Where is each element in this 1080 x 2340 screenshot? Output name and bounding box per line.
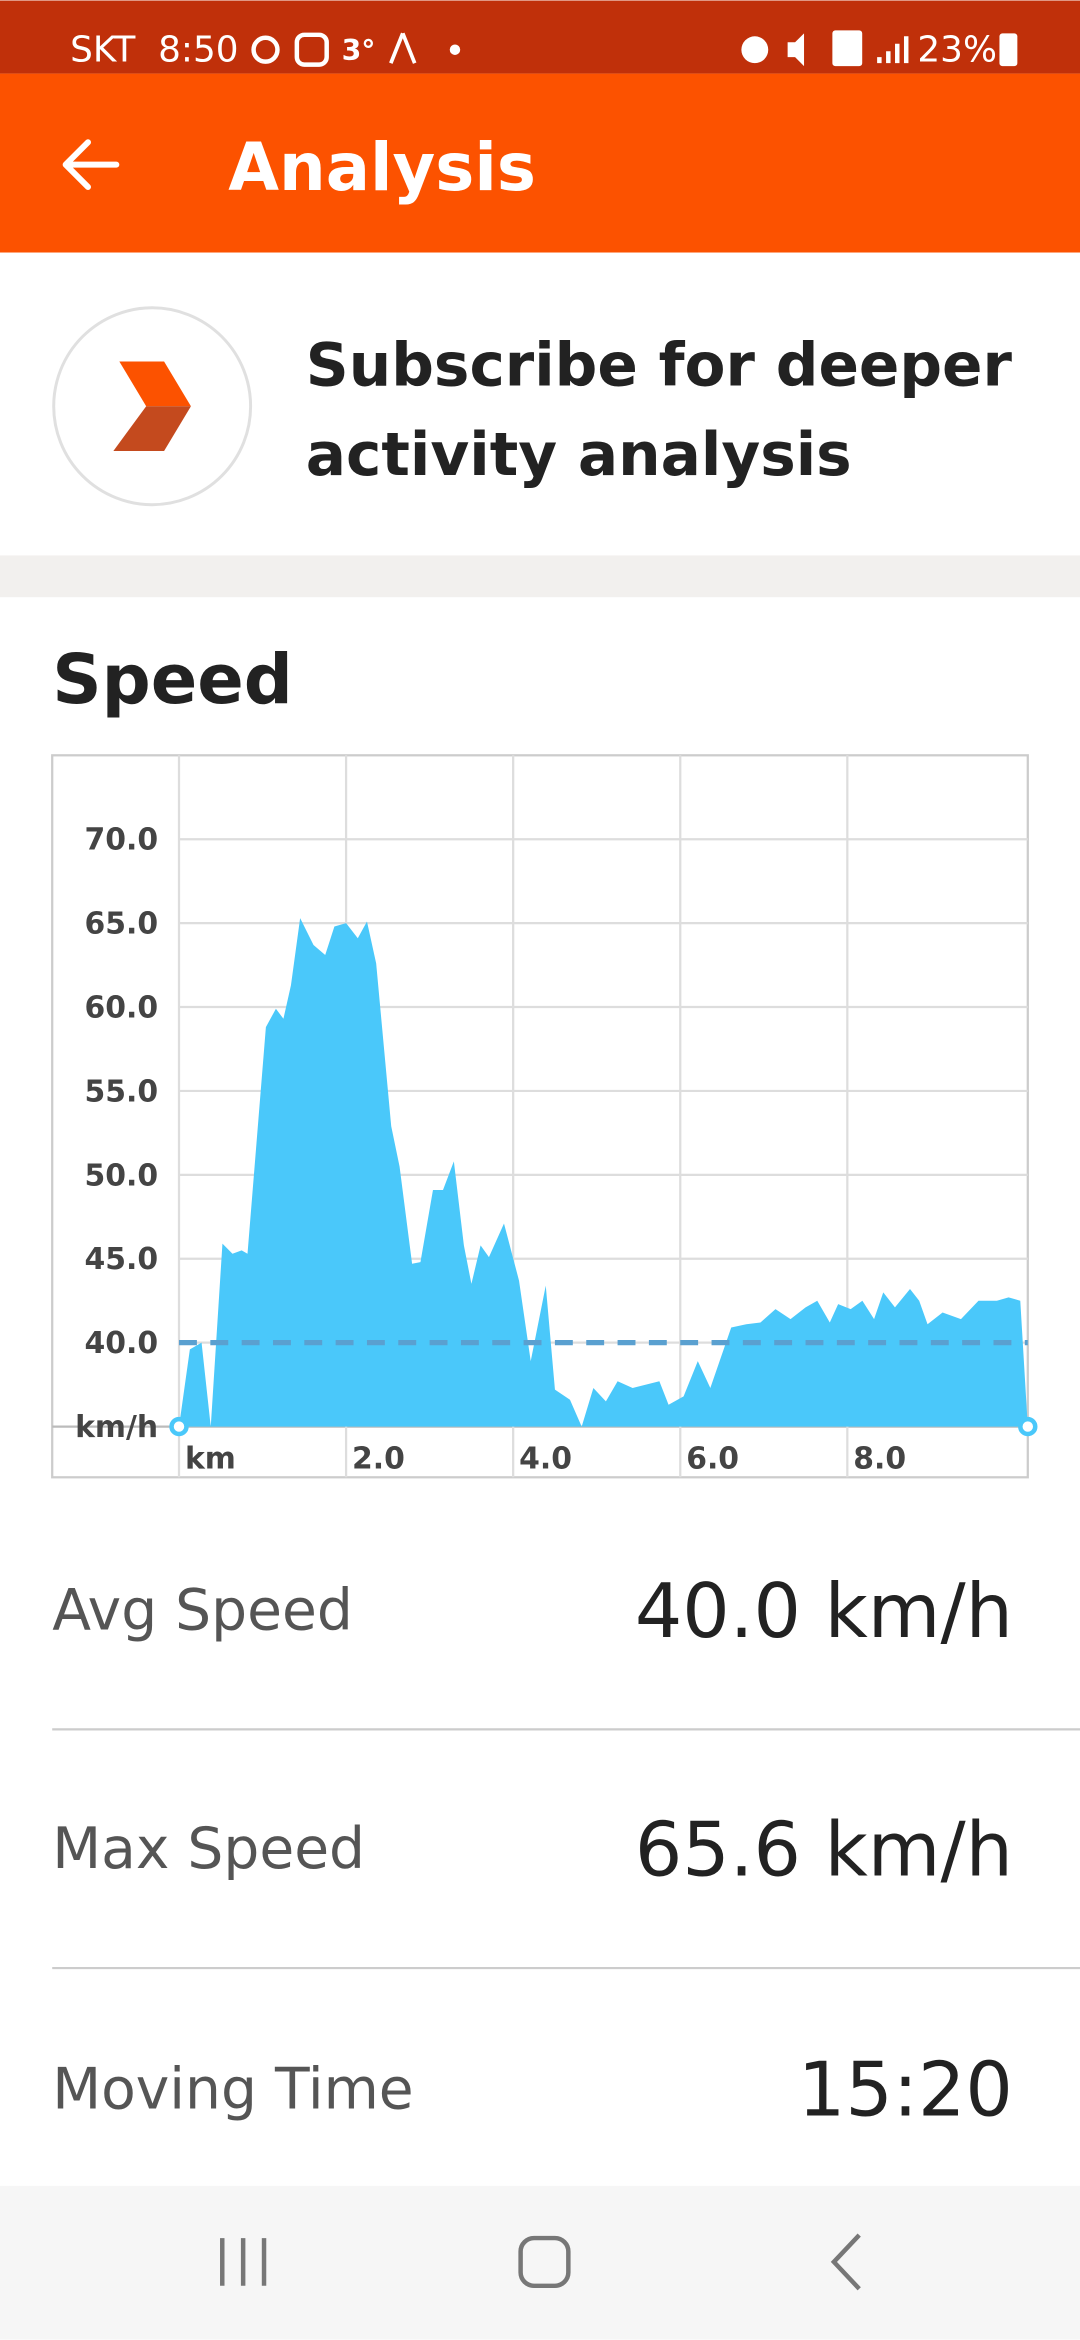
- stat-label: Avg Speed: [52, 1577, 353, 1643]
- y-tick-label: 50.0: [85, 1158, 159, 1193]
- temperature: 3°: [342, 34, 376, 67]
- signal-icon: [877, 36, 909, 64]
- range-handle: [1018, 1416, 1038, 1437]
- chart: km/h 40.0 45.0 50.0 55.0 60.0 65.0 70.0 km 2.0 4.0…: [52, 755, 1038, 1478]
- status-bar: [0, 0, 1080, 74]
- stat-value: 65.6 km/h: [635, 1807, 1013, 1894]
- banner-text: Subscribe for deeper: [306, 331, 1013, 400]
- back-nav-button[interactable]: [830, 2233, 861, 2291]
- network-icon: [832, 30, 863, 67]
- y-tick-label: 45.0: [85, 1242, 159, 1277]
- carrier: SKT: [70, 30, 135, 71]
- recents-button[interactable]: [220, 2238, 267, 2286]
- chevron-top: [119, 361, 191, 407]
- y-tick-label: 60.0: [85, 990, 159, 1025]
- range-handle: [169, 1416, 189, 1437]
- nav-bar: [0, 2185, 1080, 2340]
- x-tick-label: 4.0: [519, 1441, 572, 1476]
- chart-frame: [51, 754, 1029, 1479]
- stats: Avg Speed 40.0 km/h Max Speed 65.6 km/h Movi…: [52, 1568, 1080, 2134]
- chevron-bottom: [113, 406, 191, 451]
- stat-value: 40.0 km/h: [635, 1568, 1013, 1655]
- y-tick-label: 65.0: [85, 907, 159, 942]
- strava-icon: [389, 32, 417, 64]
- stat-label: Max Speed: [52, 1816, 365, 1882]
- speed-area: [179, 918, 1028, 1427]
- app-bar: [0, 73, 1080, 253]
- x-tick-label: 2.0: [352, 1441, 405, 1476]
- banner-text: activity analysis: [306, 421, 852, 490]
- x-tick-label: km: [185, 1441, 236, 1476]
- battery-icon: [999, 33, 1018, 67]
- home-button[interactable]: [518, 2235, 571, 2289]
- subscribe-banner[interactable]: Subscribe for deeper activity analysis: [0, 252, 1080, 556]
- separator: [0, 555, 1080, 598]
- dot: [449, 44, 461, 55]
- stat-value: 15:20: [798, 2047, 1013, 2134]
- clock: 8:50: [158, 30, 238, 71]
- back-button[interactable]: [62, 139, 120, 190]
- x-tick-label: 6.0: [686, 1441, 739, 1476]
- y-tick-label: 55.0: [85, 1074, 159, 1109]
- stat-label: Moving Time: [52, 2056, 413, 2122]
- battery-text: 23%: [917, 30, 997, 71]
- app-title: Analysis: [228, 130, 536, 206]
- sync-icon: [251, 35, 280, 64]
- mute-icon: [787, 33, 805, 67]
- instagram-icon: [294, 32, 329, 67]
- alarm-icon: [741, 36, 769, 64]
- y-tick-label: 40.0: [85, 1326, 159, 1361]
- y-tick-label: 70.0: [85, 823, 159, 858]
- x-tick-label: 8.0: [853, 1441, 906, 1476]
- y-tick-label: km/h: [75, 1410, 158, 1445]
- section-title: Speed: [52, 640, 293, 720]
